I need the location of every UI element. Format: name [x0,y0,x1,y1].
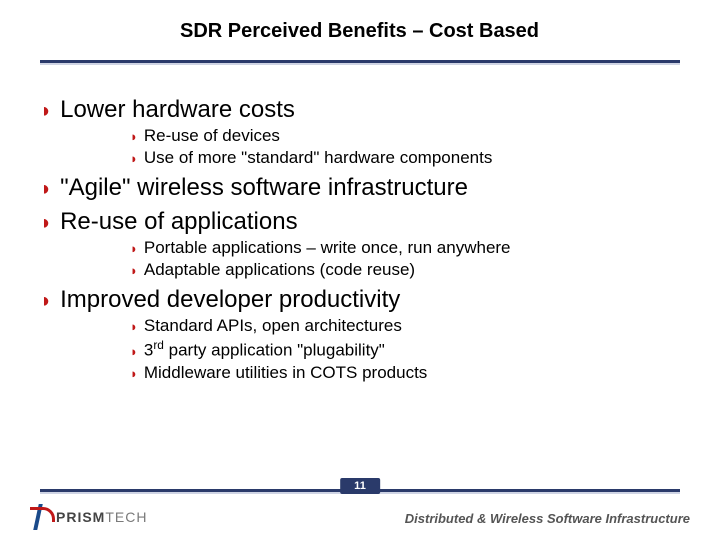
slide-title: SDR Perceived Benefits – Cost Based [180,20,539,43]
logo-icon [30,504,52,530]
bullet-level1: ◗ Lower hardware costs [40,96,680,124]
bullet-text: Lower hardware costs [60,96,295,124]
bullet-arrow-icon: ◗ [130,320,138,333]
bullet-arrow-icon: ◗ [130,264,138,277]
bullet-level2: ◗ Re-use of devices [130,126,680,146]
bullet-text: Portable applications – write once, run … [144,238,511,258]
bullet-text: 3rd party application "plugability" [144,338,385,361]
bullet-level2: ◗ Standard APIs, open architectures [130,316,680,336]
bullet-arrow-icon: ◗ [130,242,138,255]
bullet-level2: ◗ Portable applications – write once, run… [130,238,680,258]
header: SDR Perceived Benefits – Cost Based [0,0,720,64]
bullet-text: "Agile" wireless software infrastructure [60,174,468,202]
bullet-level2: ◗ Use of more "standard" hardware compone… [130,148,680,168]
bullet-arrow-icon: ◗ [130,367,138,380]
bullet-arrow-icon: ◗ [130,130,138,143]
bullet-level2: ◗ Adaptable applications (code reuse) [130,260,680,280]
logo-text-light: TECH [105,509,147,525]
bullet-level1: ◗ Improved developer productivity [40,286,680,314]
content-area: ◗Lower hardware costs◗Re-use of devices◗… [40,90,680,383]
logo: PRISMTECH [30,504,147,530]
page-number: 11 [340,478,380,494]
bullet-text: Standard APIs, open architectures [144,316,402,336]
bullet-text: Improved developer productivity [60,286,400,314]
bullet-level1: ◗ Re-use of applications [40,208,680,236]
bullet-text: Re-use of devices [144,126,280,146]
bullet-arrow-icon: ◗ [130,152,138,165]
header-rule-light [40,63,680,65]
bullet-level2: ◗ 3rd party application "plugability" [130,338,680,361]
bullet-arrow-icon: ◗ [40,101,52,121]
logo-text-bold: PRISM [56,509,105,525]
bullet-text: Middleware utilities in COTS products [144,363,427,383]
bullet-arrow-icon: ◗ [40,291,52,311]
bullet-level1: ◗ "Agile" wireless software infrastructur… [40,174,680,202]
bullet-text: Use of more "standard" hardware componen… [144,148,492,168]
logo-text: PRISMTECH [56,509,147,525]
footer-tagline: Distributed & Wireless Software Infrastr… [405,511,690,526]
bullet-arrow-icon: ◗ [40,213,52,233]
bullet-arrow-icon: ◗ [130,345,138,358]
bullet-arrow-icon: ◗ [40,179,52,199]
bullet-level2: ◗ Middleware utilities in COTS products [130,363,680,383]
bullet-text: Re-use of applications [60,208,297,236]
bullet-text: Adaptable applications (code reuse) [144,260,415,280]
